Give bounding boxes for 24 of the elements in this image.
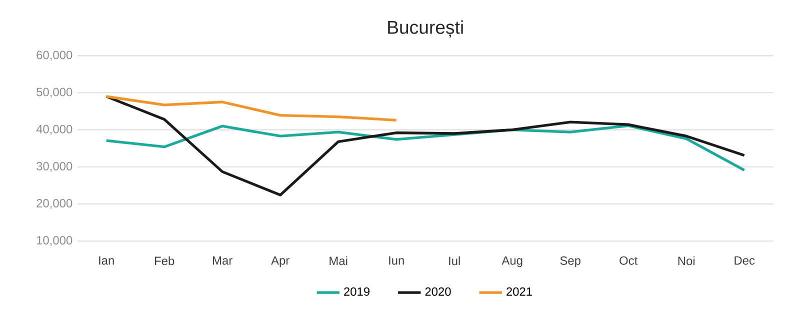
line-series	[105, 95, 398, 122]
x-tick-label: Iul	[449, 256, 460, 266]
legend-label: 2019	[344, 287, 370, 296]
x-tick-label: Iun	[389, 256, 404, 265]
x-tick-label: Oct	[620, 256, 638, 265]
x-tick-label: Mar	[213, 256, 232, 265]
y-tick-label: 20,000	[36, 198, 72, 209]
legend-label: 2021	[506, 287, 532, 296]
y-tick-label: 60,000	[36, 50, 72, 61]
x-tick-label: Feb	[155, 256, 174, 266]
x-tick-label: Aug	[502, 256, 522, 268]
line-series	[105, 95, 746, 196]
x-tick-label: Apr	[271, 256, 290, 268]
x-tick-label: Sep	[560, 256, 580, 268]
y-tick-label: 10,000	[36, 236, 72, 246]
x-tick-label: Ian	[99, 256, 114, 265]
y-tick-label: 40,000	[36, 124, 72, 135]
chart-title: București	[388, 20, 463, 38]
y-tick-label: 30,000	[36, 162, 72, 172]
legend-label: 2020	[425, 287, 451, 296]
x-tick-label: Noi	[678, 256, 695, 266]
x-tick-label: Dec	[734, 256, 755, 265]
x-tick-label: Mai	[330, 256, 348, 266]
y-tick-label: 50,000	[36, 88, 72, 98]
